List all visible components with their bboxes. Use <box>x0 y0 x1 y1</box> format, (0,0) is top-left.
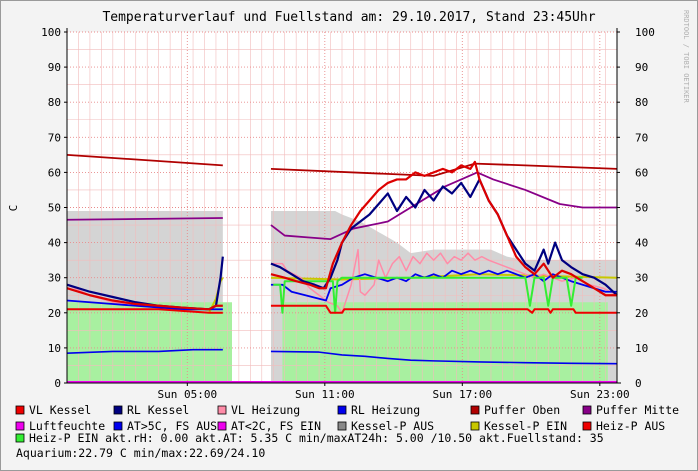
legend-item-puffer-oben: Puffer Oben <box>470 403 560 417</box>
legend-swatch <box>113 421 123 431</box>
info-lines: Heiz-P EIN akt.rH: 0.00 akt.AT: 5.35 C m… <box>15 431 604 460</box>
axes: 0 0 10 10 20 20 30 30 40 40 50 50 60 60 70 70 80 80 90 90 10… <box>41 26 655 401</box>
y-tick-label: 20 <box>48 307 61 320</box>
y-axis-label: C <box>7 205 20 212</box>
info-line-1: Heiz-P EIN akt.rH: 0.00 akt.AT: 5.35 C m… <box>29 431 604 445</box>
legend-item-vl-kessel: VL Kessel <box>15 403 91 417</box>
y-tick-label-right: 60 <box>635 166 648 179</box>
series-line-luftfeuchte <box>270 350 618 365</box>
legend-swatch <box>337 421 347 431</box>
y-tick-label: 90 <box>48 61 61 74</box>
y-tick-label: 0 <box>54 377 61 390</box>
legend-swatch <box>15 421 25 431</box>
legend-label: Heiz-P AUS <box>596 419 665 433</box>
legend-label: VL Heizung <box>231 403 300 417</box>
legend-swatch <box>113 405 123 415</box>
series-line-heiz-p-ein <box>273 276 583 314</box>
x-tick-label: Sun 11:00 <box>295 388 355 401</box>
y-tick-label-right: 0 <box>635 377 642 390</box>
series-line-rl-kessel <box>270 178 618 297</box>
x-tick-label: Sun 23:00 <box>570 388 630 401</box>
series-rl-heizung <box>66 269 617 311</box>
legend-item-rl-heizung: RL Heizung <box>337 403 420 417</box>
legend-item-at-2c-fs-ein: AT<2C, FS EIN <box>217 419 321 433</box>
legend-swatch-heiz-p-ein <box>15 433 25 443</box>
y-tick-label: 30 <box>48 272 61 285</box>
series-line-puffer-mitte <box>270 171 617 240</box>
legend-label: AT<2C, FS EIN <box>231 419 321 433</box>
legend-label: RL Kessel <box>127 403 189 417</box>
legend-label: Puffer Mitte <box>596 403 679 417</box>
y-tick-label-right: 90 <box>635 61 648 74</box>
legend-item-rl-kessel: RL Kessel <box>113 403 189 417</box>
legend-label: Puffer Oben <box>484 403 560 417</box>
legend-label: RL Heizung <box>351 403 420 417</box>
legend-swatch <box>470 405 480 415</box>
y-tick-label-right: 30 <box>635 272 648 285</box>
y-tick-label: 10 <box>48 342 61 355</box>
legend-label: Kessel-P AUS <box>351 419 434 433</box>
y-tick-label-right: 100 <box>635 26 655 39</box>
legend-swatch <box>582 405 592 415</box>
series-puffer-mitte <box>66 171 617 240</box>
legend-swatch <box>217 405 227 415</box>
legend-label: VL Kessel <box>29 403 91 417</box>
y-tick-label: 60 <box>48 166 61 179</box>
y-tick-label-right: 40 <box>635 237 648 250</box>
legend-item-luftfeuchte: Luftfeuchte <box>15 419 105 433</box>
y-tick-label-right: 80 <box>635 96 648 109</box>
legend-item-at-5c-fs-aus: AT>5C, FS AUS <box>113 419 217 433</box>
legend-label: AT>5C, FS AUS <box>127 419 217 433</box>
series-vl-kessel <box>66 160 617 311</box>
y-tick-label-right: 20 <box>635 307 648 320</box>
series-heiz-p-ein <box>273 276 583 314</box>
legend: VL Kessel RL Kessel VL Heizung RL Heizung Pu… <box>15 403 679 433</box>
y-tick-label: 40 <box>48 237 61 250</box>
y-tick-label-right: 70 <box>635 131 648 144</box>
legend-item-kessel-p-ein: Kessel-P EIN <box>470 419 567 433</box>
legend-item-vl-heizung: VL Heizung <box>217 403 300 417</box>
legend-swatch <box>470 421 480 431</box>
y-tick-label: 100 <box>41 26 61 39</box>
legend-swatch <box>15 405 25 415</box>
series-line-vl-kessel <box>66 287 223 311</box>
y-tick-label-right: 10 <box>635 342 648 355</box>
watermark: RRDTOOL / TOBI OETIKER <box>682 10 690 104</box>
legend-label: Luftfeuchte <box>29 419 105 433</box>
series-line-luftfeuchte <box>66 348 223 354</box>
legend-swatch <box>337 405 347 415</box>
legend-label: Kessel-P EIN <box>484 419 567 433</box>
series-luftfeuchte <box>66 348 618 365</box>
y-tick-label: 50 <box>48 202 61 215</box>
legend-item-puffer-mitte: Puffer Mitte <box>582 403 679 417</box>
legend-item-kessel-p-aus: Kessel-P AUS <box>337 419 434 433</box>
series-line-rl-heizung <box>66 299 223 311</box>
series-line-heiz-p-aus <box>67 308 223 314</box>
series-line-heiz-p-aus <box>270 304 617 314</box>
y-tick-label: 70 <box>48 131 61 144</box>
y-tick-label: 80 <box>48 96 61 109</box>
legend-swatch <box>217 421 227 431</box>
info-line-2: Aquarium:22.79 C min/max:22.69/24.10 <box>16 446 265 460</box>
series-line-puffer-oben <box>66 153 223 167</box>
legend-swatch <box>582 421 592 431</box>
y-tick-label-right: 50 <box>635 202 648 215</box>
series-line-rl-heizung <box>270 269 617 302</box>
series-heiz-p-aus <box>67 304 617 314</box>
series-line-puffer-mitte <box>66 217 223 221</box>
series-line-vl-kessel <box>270 160 617 297</box>
x-tick-label: Sun 17:00 <box>433 388 493 401</box>
legend-item-heiz-p-aus: Heiz-P AUS <box>582 419 665 433</box>
chart-title: Temperaturverlauf und Fuellstand am: 29.… <box>102 10 595 25</box>
line-series <box>66 153 618 383</box>
x-tick-label: Sun 05:00 <box>158 388 218 401</box>
